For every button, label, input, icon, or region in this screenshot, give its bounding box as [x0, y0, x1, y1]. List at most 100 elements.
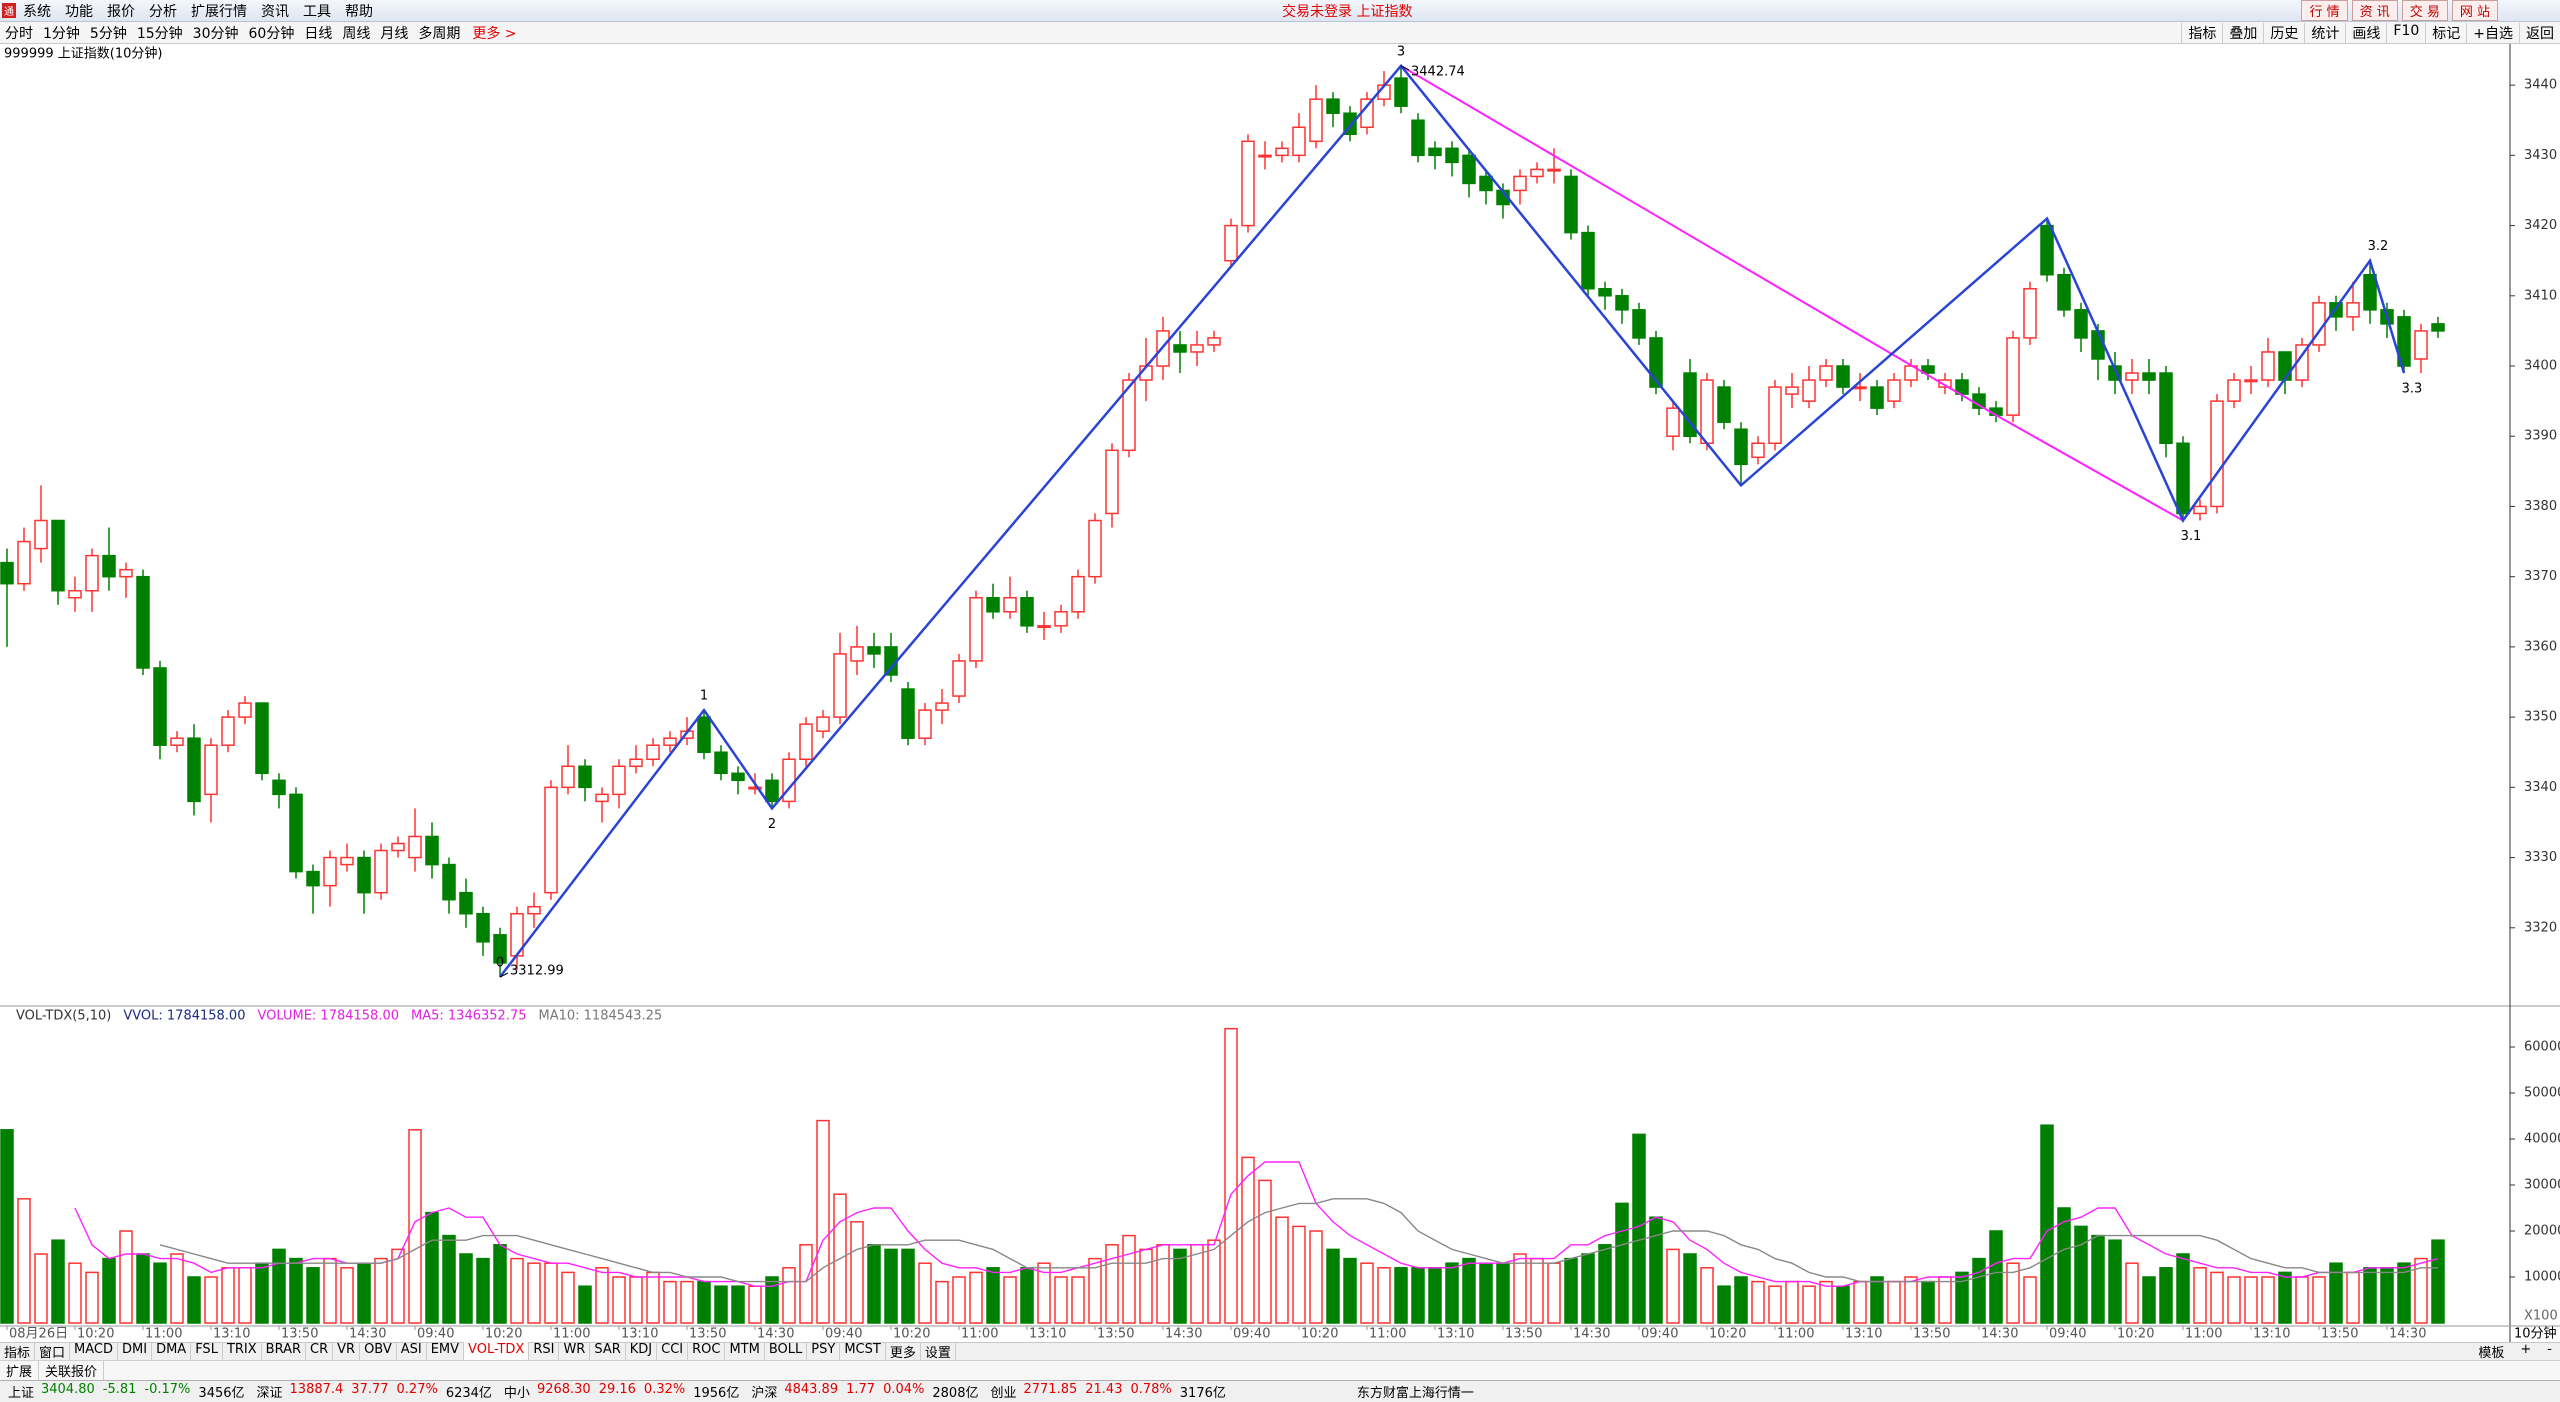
tool-button[interactable]: 标记	[2425, 22, 2466, 43]
tab-control[interactable]: -	[2547, 1342, 2552, 1357]
indicator-tab[interactable]: OBV	[360, 1342, 397, 1361]
indicator-tab[interactable]: ROC	[688, 1342, 726, 1361]
candle-body	[2397, 316, 2411, 367]
indicator-tab[interactable]: FSL	[191, 1342, 223, 1361]
period-button[interactable]: 月线	[380, 25, 409, 42]
tool-button[interactable]: 叠加	[2222, 22, 2263, 43]
indicator-tab[interactable]: DMA	[152, 1342, 192, 1361]
x-tick-label: 11:00	[961, 1327, 998, 1342]
indicator-tab[interactable]: KDJ	[626, 1342, 658, 1361]
indicator-tab[interactable]: RSI	[529, 1342, 560, 1361]
period-button[interactable]: 60分钟	[248, 25, 295, 42]
volume-bar	[1972, 1257, 1986, 1324]
candle-body	[1309, 98, 1323, 143]
candle-body	[136, 575, 150, 669]
index-price: 13887.4	[289, 1382, 344, 1397]
candle-body	[2363, 273, 2377, 311]
tool-button[interactable]: +自选	[2466, 22, 2519, 43]
volume-bar	[408, 1129, 422, 1324]
tool-button[interactable]: 历史	[2263, 22, 2304, 43]
candle-body	[2023, 288, 2037, 339]
indicator-tab[interactable]: VR	[333, 1342, 361, 1361]
menu-item[interactable]: 系统	[23, 3, 51, 20]
menu-button[interactable]: 行 情	[2301, 0, 2348, 21]
period-button[interactable]: 1分钟	[43, 25, 80, 42]
x-tick-label: 08月26日	[9, 1327, 68, 1342]
candle-body	[2244, 379, 2258, 383]
candle-body	[1292, 126, 1306, 157]
indicator-tab[interactable]: 设置	[921, 1342, 956, 1361]
menu-item[interactable]: 功能	[65, 3, 93, 20]
volume-bar	[1853, 1280, 1867, 1324]
candle-body	[918, 709, 932, 739]
indicator-tab[interactable]: MACD	[70, 1342, 118, 1361]
menu-item[interactable]: 帮助	[345, 3, 373, 20]
menu-button[interactable]: 交 易	[2401, 0, 2448, 21]
period-button[interactable]: 5分钟	[89, 25, 127, 42]
candle-body	[1241, 140, 1255, 227]
candle-body	[1360, 98, 1374, 129]
period-button[interactable]: 分时	[5, 25, 33, 42]
menu-item[interactable]: 扩展行情	[191, 3, 247, 20]
tool-button[interactable]: F10	[2386, 22, 2425, 43]
indicator-tab[interactable]: SAR	[590, 1342, 626, 1361]
candle-body	[1649, 337, 1663, 388]
index-name: 上证	[8, 1386, 35, 1401]
tool-button[interactable]: 指标	[2181, 22, 2222, 43]
indicator-tab[interactable]: EMV	[427, 1342, 465, 1361]
volume-bar	[765, 1276, 779, 1324]
candle-body	[85, 554, 99, 592]
period-button[interactable]: 30分钟	[192, 25, 239, 42]
period-button[interactable]: 日线	[304, 25, 333, 42]
more-periods[interactable]: 更多 >	[472, 25, 517, 42]
menu-item[interactable]: 分析	[149, 3, 177, 20]
indicator-tab[interactable]: ASI	[397, 1342, 427, 1361]
period-button[interactable]: 多周期	[418, 25, 461, 42]
indicator-tab[interactable]: CCI	[657, 1342, 689, 1361]
menu-button[interactable]: 网 站	[2451, 0, 2498, 21]
volume-bar	[816, 1119, 830, 1324]
volume-bar	[1309, 1230, 1323, 1324]
volume-bar	[731, 1285, 745, 1324]
indicator-tab[interactable]: 更多	[886, 1342, 921, 1361]
volume-bar	[238, 1267, 252, 1324]
indicator-tab[interactable]: PSY	[807, 1342, 841, 1361]
period-button[interactable]: 周线	[342, 25, 371, 42]
indicator-tab[interactable]: BRAR	[262, 1342, 307, 1361]
y-tick-label: 3390	[2524, 429, 2557, 444]
candle-body	[952, 660, 966, 697]
volume-bar	[34, 1253, 48, 1324]
indicator-tab[interactable]: CR	[306, 1342, 334, 1361]
indicator-tabs: 指标 窗口 MACD DMI DMA FSL TRIX BRAR CR VR OBV ASI EMV VO…	[0, 1342, 2560, 1361]
volume-bar	[1258, 1179, 1272, 1324]
indicator-tab[interactable]: DMI	[118, 1342, 153, 1361]
extension-tab[interactable]: 扩展	[0, 1361, 40, 1380]
indicator-tab[interactable]: 指标	[0, 1342, 36, 1361]
tool-button[interactable]: 返回	[2519, 22, 2560, 43]
indicator-tab[interactable]: 窗口	[35, 1342, 71, 1361]
period-button[interactable]: 15分钟	[136, 25, 183, 42]
menu-button[interactable]: 资 讯	[2351, 0, 2398, 21]
x-tick-label: 13:10	[2253, 1327, 2290, 1342]
indicator-tab[interactable]: BOLL	[765, 1342, 808, 1361]
tab-control[interactable]: +	[2520, 1342, 2532, 1357]
menu-item[interactable]: 工具	[303, 3, 331, 20]
indicator-tab[interactable]: WR	[559, 1342, 591, 1361]
wave-label: 1	[700, 689, 708, 704]
volume-bar	[1921, 1280, 1935, 1324]
menu-item[interactable]: 资讯	[261, 3, 289, 20]
tool-button[interactable]: 统计	[2304, 22, 2345, 43]
tool-button[interactable]: 画线	[2345, 22, 2386, 43]
indicator-tab[interactable]: MTM	[725, 1342, 765, 1361]
menu-item[interactable]: 报价	[107, 3, 135, 20]
indicator-tab[interactable]: VOL-TDX	[464, 1342, 530, 1361]
x-tick-label: 14:30	[349, 1327, 386, 1342]
volume-bar	[221, 1267, 235, 1324]
indicator-tab[interactable]: MCST	[840, 1342, 886, 1361]
extension-tab[interactable]: 关联报价	[39, 1361, 105, 1380]
candle-body	[2176, 442, 2190, 515]
candle-body	[544, 786, 558, 894]
indicator-tab[interactable]: TRIX	[223, 1342, 262, 1361]
tab-control[interactable]: 模板	[2478, 1346, 2505, 1361]
y-tick-label: 3440	[2524, 78, 2557, 93]
